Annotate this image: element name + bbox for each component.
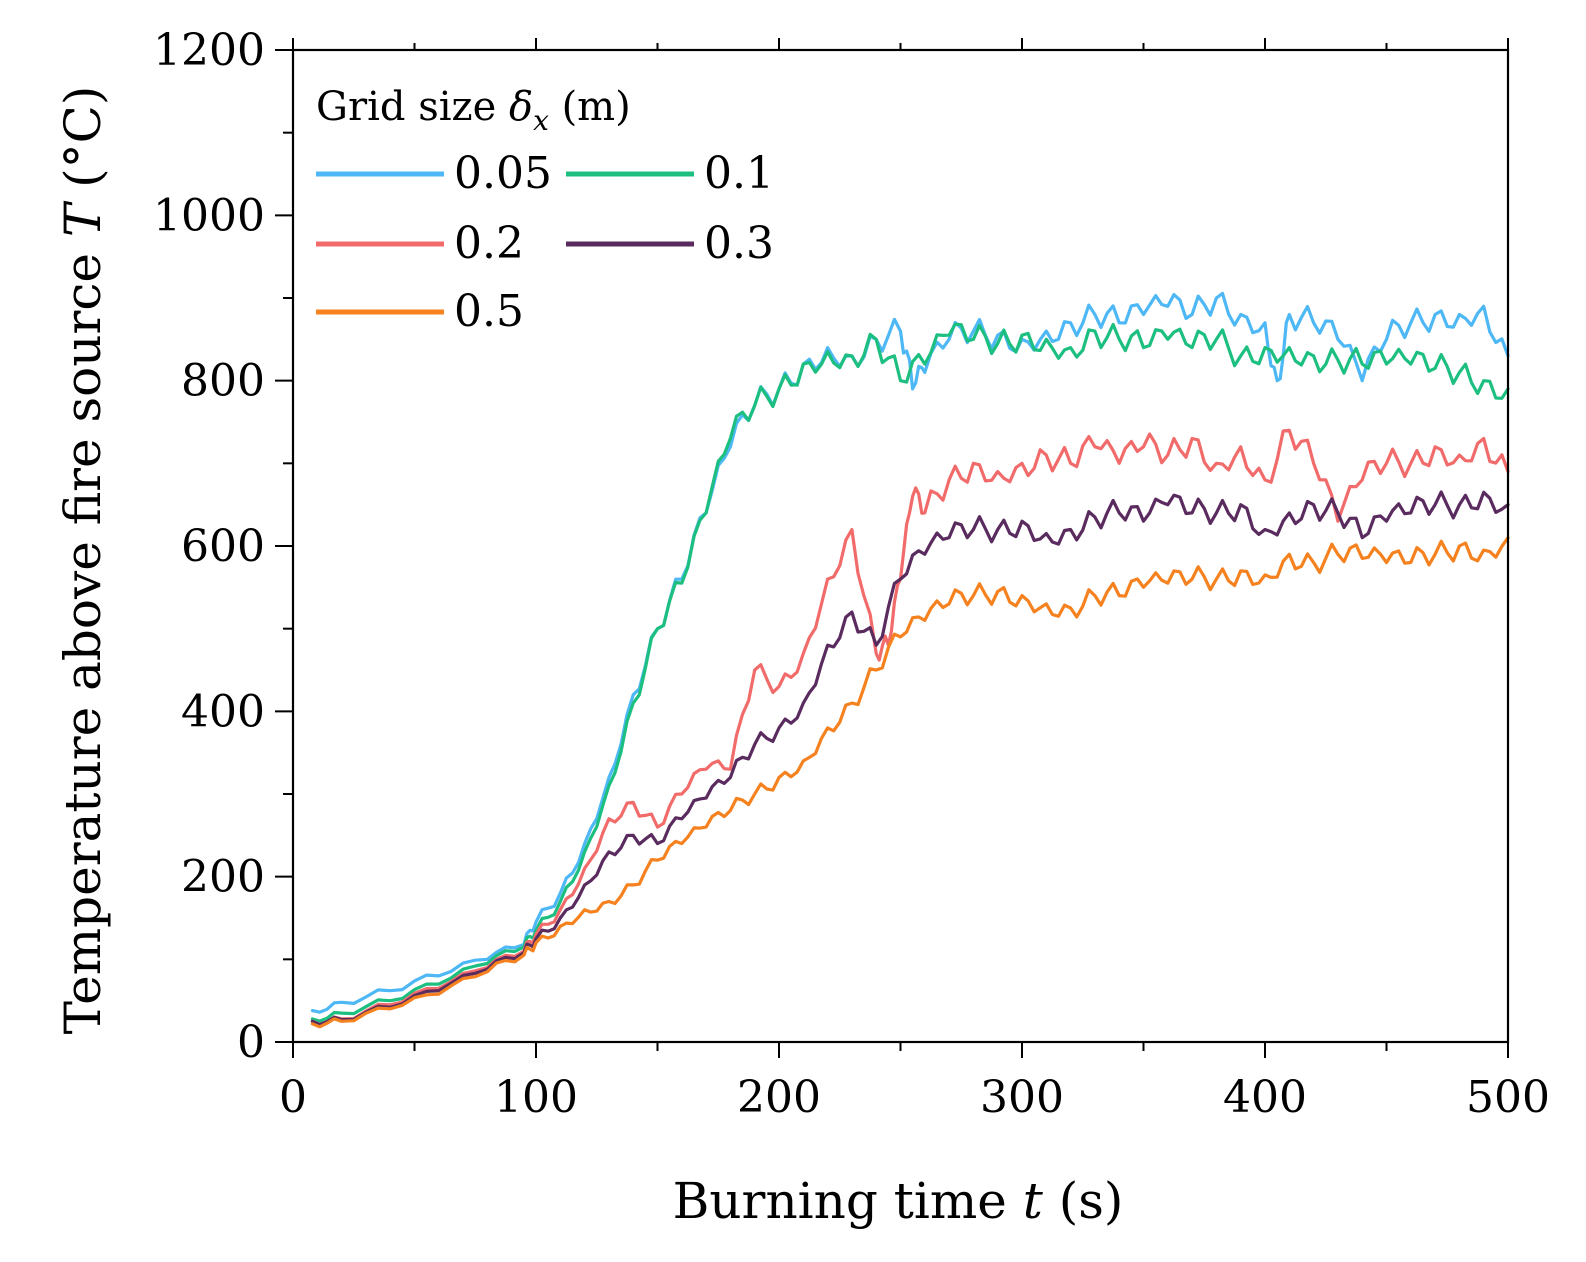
legend-label: 0.3 xyxy=(704,218,774,269)
x-tick-label: 0 xyxy=(279,1072,307,1123)
y-tick-label: 200 xyxy=(181,852,265,903)
legend-title-unit: (m) xyxy=(549,84,631,130)
y-tick-label: 400 xyxy=(181,686,265,737)
y-tick-label: 1000 xyxy=(153,190,265,241)
legend-item-0-1: 0.1 xyxy=(566,148,774,199)
series-line-0-05 xyxy=(310,291,1510,1014)
x-tick-label: 100 xyxy=(494,1072,578,1123)
y-tick-label: 1200 xyxy=(153,25,265,76)
x-axis-title-main: Burning time xyxy=(673,1172,1023,1230)
x-tick-label: 300 xyxy=(980,1072,1064,1123)
y-axis-title-var: T xyxy=(54,200,112,237)
legend-item-0-3: 0.3 xyxy=(566,218,774,269)
series-line-0-1 xyxy=(310,322,1510,1023)
y-tick-label: 600 xyxy=(181,521,265,572)
series-line-0-2 xyxy=(310,428,1510,1026)
y-tick-label: 800 xyxy=(181,356,265,407)
legend-label: 0.2 xyxy=(454,218,524,269)
x-axis-title: Burning time t (s) xyxy=(673,1172,1124,1230)
y-tick-label: 0 xyxy=(237,1017,265,1068)
series-layer xyxy=(310,291,1510,1029)
legend-item-0-05: 0.05 xyxy=(316,148,552,199)
legend-label: 0.5 xyxy=(454,286,524,337)
legend-title-main: Grid size xyxy=(316,84,509,130)
legend-item-0-5: 0.5 xyxy=(316,286,524,337)
y-axis-title-main: Temperature above fire source xyxy=(54,237,112,1034)
legend-label: 0.1 xyxy=(704,148,774,199)
legend-label: 0.05 xyxy=(454,148,552,199)
x-tick-label: 500 xyxy=(1466,1072,1550,1123)
legend-title-sub: x xyxy=(533,104,549,137)
legend-items: 0.05 0.1 0.2 0.3 0.5 xyxy=(316,148,774,337)
legend-title: Grid size δx (m) xyxy=(316,84,631,137)
x-tick-label: 400 xyxy=(1223,1072,1307,1123)
series-line-0-5 xyxy=(310,536,1510,1029)
legend-title-var: δ xyxy=(509,84,533,130)
y-axis-title: Temperature above fire source T (°C) xyxy=(54,86,112,1035)
ticks-layer: 0 100 200 300 400 500 0 200 400 600 800 1000 1200 xyxy=(153,25,1550,1123)
x-axis-title-var: t xyxy=(1023,1172,1044,1230)
legend: Grid size δx (m) 0.05 0.1 0.2 0.3 0.5 xyxy=(316,84,774,337)
y-axis-title-unit: (°C) xyxy=(54,86,112,204)
legend-item-0-2: 0.2 xyxy=(316,218,524,269)
series-line-0-3 xyxy=(310,490,1510,1027)
x-tick-label: 200 xyxy=(737,1072,821,1123)
x-axis-title-unit: (s) xyxy=(1043,1172,1124,1230)
